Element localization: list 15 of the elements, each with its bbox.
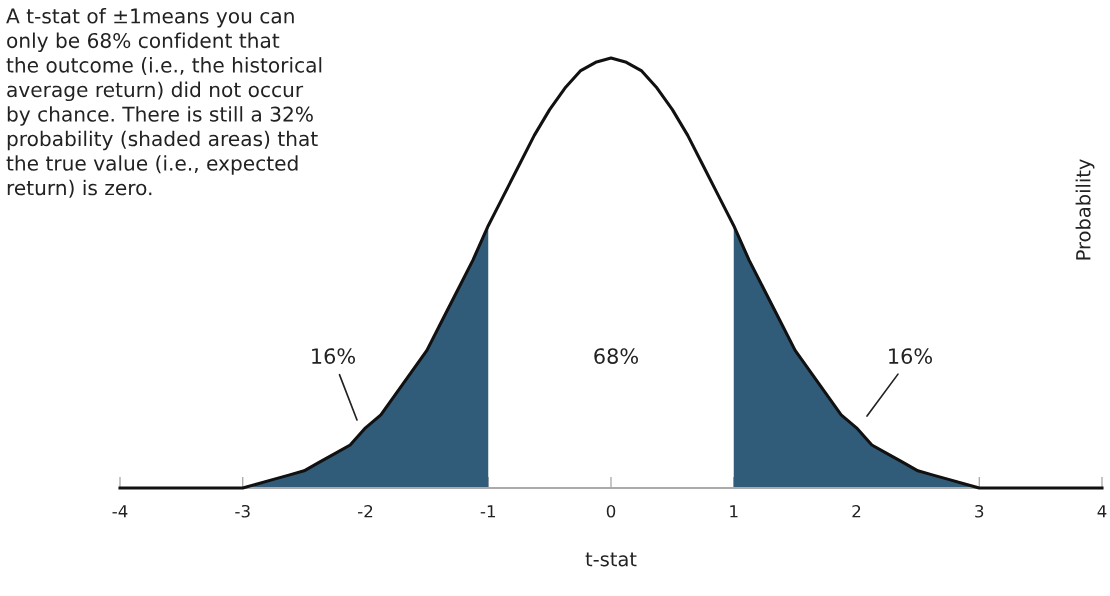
- x-tick-label: 1: [730, 505, 738, 518]
- x-tick-label: -4: [112, 505, 128, 518]
- x-tick-label: 2: [852, 504, 861, 518]
- x-tick-label: 0: [606, 504, 616, 518]
- annotation: 16%: [889, 348, 932, 364]
- x-tick-label: -1: [480, 505, 496, 518]
- x-axis-title: t-stat: [585, 552, 637, 567]
- annotation: 68%: [594, 348, 638, 364]
- x-tick-label: -3: [235, 504, 250, 518]
- x-tick-label: 4: [1097, 505, 1107, 518]
- annotation: A t-stat of ±1means you can only be 68% confident that the outcome (i.e., the historical average return) did not occur by chance. There is still a 32% probability (shaded areas) that the true value (i.e., expected return) is zero.: [6, 8, 322, 198]
- x-tick-label: -2: [358, 504, 373, 518]
- x-tick-label: 3: [975, 504, 984, 518]
- annotation: 16%: [312, 348, 355, 364]
- y-axis-title: Probability: [1075, 159, 1095, 260]
